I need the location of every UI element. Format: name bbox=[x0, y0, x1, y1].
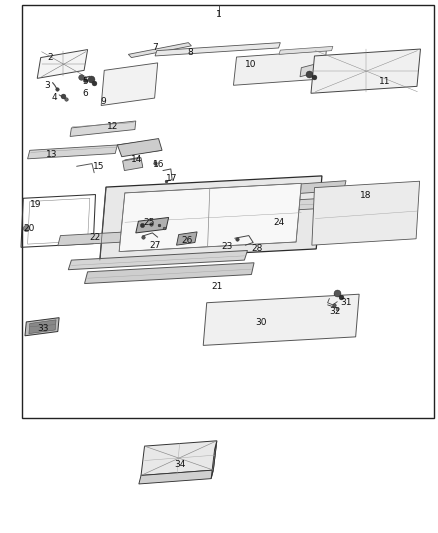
Polygon shape bbox=[311, 49, 420, 93]
Polygon shape bbox=[203, 294, 359, 345]
Text: 17: 17 bbox=[166, 174, 178, 183]
Text: 8: 8 bbox=[187, 48, 194, 56]
Text: 33: 33 bbox=[37, 325, 49, 333]
Text: 14: 14 bbox=[131, 156, 142, 164]
Text: 10: 10 bbox=[245, 60, 256, 69]
Polygon shape bbox=[28, 145, 117, 159]
Text: 2: 2 bbox=[48, 53, 53, 61]
Text: 19: 19 bbox=[30, 200, 42, 209]
Text: 27: 27 bbox=[149, 241, 160, 249]
Polygon shape bbox=[139, 470, 213, 484]
Polygon shape bbox=[68, 251, 247, 270]
Polygon shape bbox=[136, 217, 169, 233]
Polygon shape bbox=[141, 441, 217, 475]
Text: 12: 12 bbox=[107, 123, 118, 131]
Text: 20: 20 bbox=[24, 224, 35, 232]
Text: 26: 26 bbox=[182, 237, 193, 245]
Polygon shape bbox=[58, 230, 155, 246]
Text: 5: 5 bbox=[82, 77, 88, 85]
Polygon shape bbox=[100, 176, 322, 260]
Text: 11: 11 bbox=[379, 77, 390, 85]
Text: 34: 34 bbox=[175, 461, 186, 469]
Text: 1: 1 bbox=[216, 11, 222, 19]
Polygon shape bbox=[246, 195, 381, 213]
Text: 28: 28 bbox=[251, 245, 262, 253]
Polygon shape bbox=[70, 121, 136, 136]
Text: 25: 25 bbox=[143, 219, 155, 227]
Polygon shape bbox=[128, 43, 191, 58]
Polygon shape bbox=[233, 51, 326, 85]
Text: 22: 22 bbox=[90, 233, 101, 241]
Polygon shape bbox=[29, 320, 56, 334]
Text: 23: 23 bbox=[221, 242, 233, 251]
Polygon shape bbox=[37, 50, 88, 78]
Polygon shape bbox=[211, 441, 217, 479]
Text: 4: 4 bbox=[52, 93, 57, 101]
Polygon shape bbox=[117, 139, 162, 157]
Polygon shape bbox=[101, 63, 158, 106]
Polygon shape bbox=[123, 158, 143, 171]
Text: 6: 6 bbox=[82, 89, 88, 98]
Text: 24: 24 bbox=[273, 218, 285, 227]
Polygon shape bbox=[85, 263, 254, 284]
Polygon shape bbox=[279, 46, 333, 54]
Polygon shape bbox=[119, 183, 301, 252]
Polygon shape bbox=[182, 184, 252, 197]
Polygon shape bbox=[300, 63, 320, 77]
Polygon shape bbox=[25, 318, 59, 336]
Text: 30: 30 bbox=[255, 319, 266, 327]
Polygon shape bbox=[312, 181, 420, 245]
Polygon shape bbox=[230, 188, 298, 201]
Text: 13: 13 bbox=[46, 150, 57, 159]
Text: 9: 9 bbox=[100, 97, 106, 106]
Text: 32: 32 bbox=[329, 308, 341, 316]
Text: 7: 7 bbox=[152, 44, 159, 52]
Text: 31: 31 bbox=[340, 298, 352, 307]
Text: 3: 3 bbox=[44, 81, 50, 90]
Text: 16: 16 bbox=[153, 160, 164, 168]
Polygon shape bbox=[177, 232, 197, 245]
Text: 15: 15 bbox=[93, 162, 104, 171]
Polygon shape bbox=[155, 43, 280, 56]
Text: 21: 21 bbox=[212, 282, 223, 291]
Text: 18: 18 bbox=[360, 191, 372, 199]
Polygon shape bbox=[246, 181, 346, 197]
